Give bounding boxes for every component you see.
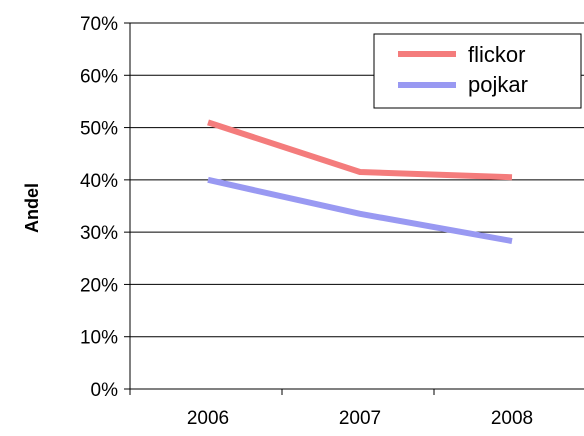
x-tick-label: 2007 xyxy=(339,408,381,429)
series-lines xyxy=(207,119,513,244)
y-tick-labels: 0% 10% 20% 30% 40% 50% 60% 70% xyxy=(80,14,118,401)
x-tick-label: 2008 xyxy=(491,408,533,429)
legend: flickor pojkar xyxy=(373,33,582,109)
y-axis-title: Andel xyxy=(22,183,42,233)
x-tick-label: 2006 xyxy=(187,408,229,429)
x-tick-marks xyxy=(129,389,435,395)
y-tick-label: 40% xyxy=(80,171,118,192)
x-tick-labels: 2006 2007 2008 xyxy=(187,408,533,429)
y-tick-label: 0% xyxy=(91,380,119,401)
legend-label-flickor: flickor xyxy=(468,42,525,67)
series-line-flickor xyxy=(207,119,513,181)
y-tick-label: 10% xyxy=(80,328,118,349)
legend-label-pojkar: pojkar xyxy=(468,72,528,97)
grid-lines xyxy=(130,22,584,338)
y-tick-label: 70% xyxy=(80,14,118,35)
y-tick-marks xyxy=(124,22,130,390)
legend-box xyxy=(373,33,582,109)
y-tick-label: 50% xyxy=(80,119,118,140)
y-tick-label: 20% xyxy=(80,275,118,296)
y-tick-label: 60% xyxy=(80,66,118,87)
y-tick-label: 30% xyxy=(80,223,118,244)
